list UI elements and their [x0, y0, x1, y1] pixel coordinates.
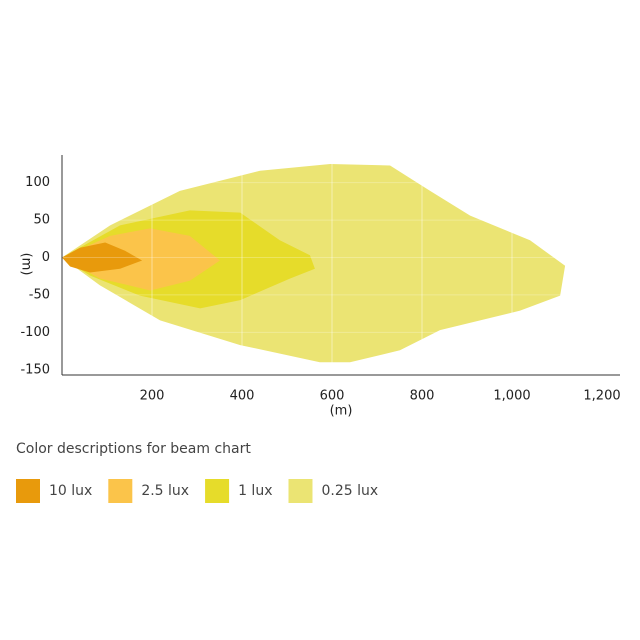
y-tick-label: -150: [20, 362, 50, 377]
x-tick-label: 1,000: [493, 389, 530, 404]
legend-title: Color descriptions for beam chart: [16, 441, 251, 457]
x-tick-label: 200: [140, 389, 165, 404]
y-tick-label: -50: [29, 287, 50, 302]
legend-label: 2.5 lux: [141, 483, 189, 499]
x-axis-label: (m): [330, 404, 353, 419]
legend-swatch: [288, 479, 313, 503]
x-tick-label: 400: [230, 389, 255, 404]
x-tick-label: 600: [320, 389, 345, 404]
beam-zone: [62, 242, 143, 273]
legend-label: 10 lux: [49, 483, 92, 499]
y-axis-label: (m): [19, 253, 34, 276]
legend-swatch: [108, 479, 133, 503]
x-tick-label: 1,200: [583, 389, 620, 404]
legend-swatch: [205, 479, 230, 503]
y-tick-label: 100: [25, 175, 50, 190]
y-tick-label: 0: [42, 250, 50, 265]
y-tick-label: -100: [20, 325, 50, 340]
x-tick-label: 800: [410, 389, 435, 404]
legend-label: 1 lux: [238, 483, 272, 499]
legend-swatch: [16, 479, 40, 503]
legend-label: 0.25 lux: [321, 483, 378, 499]
y-tick-label: 50: [33, 213, 50, 228]
